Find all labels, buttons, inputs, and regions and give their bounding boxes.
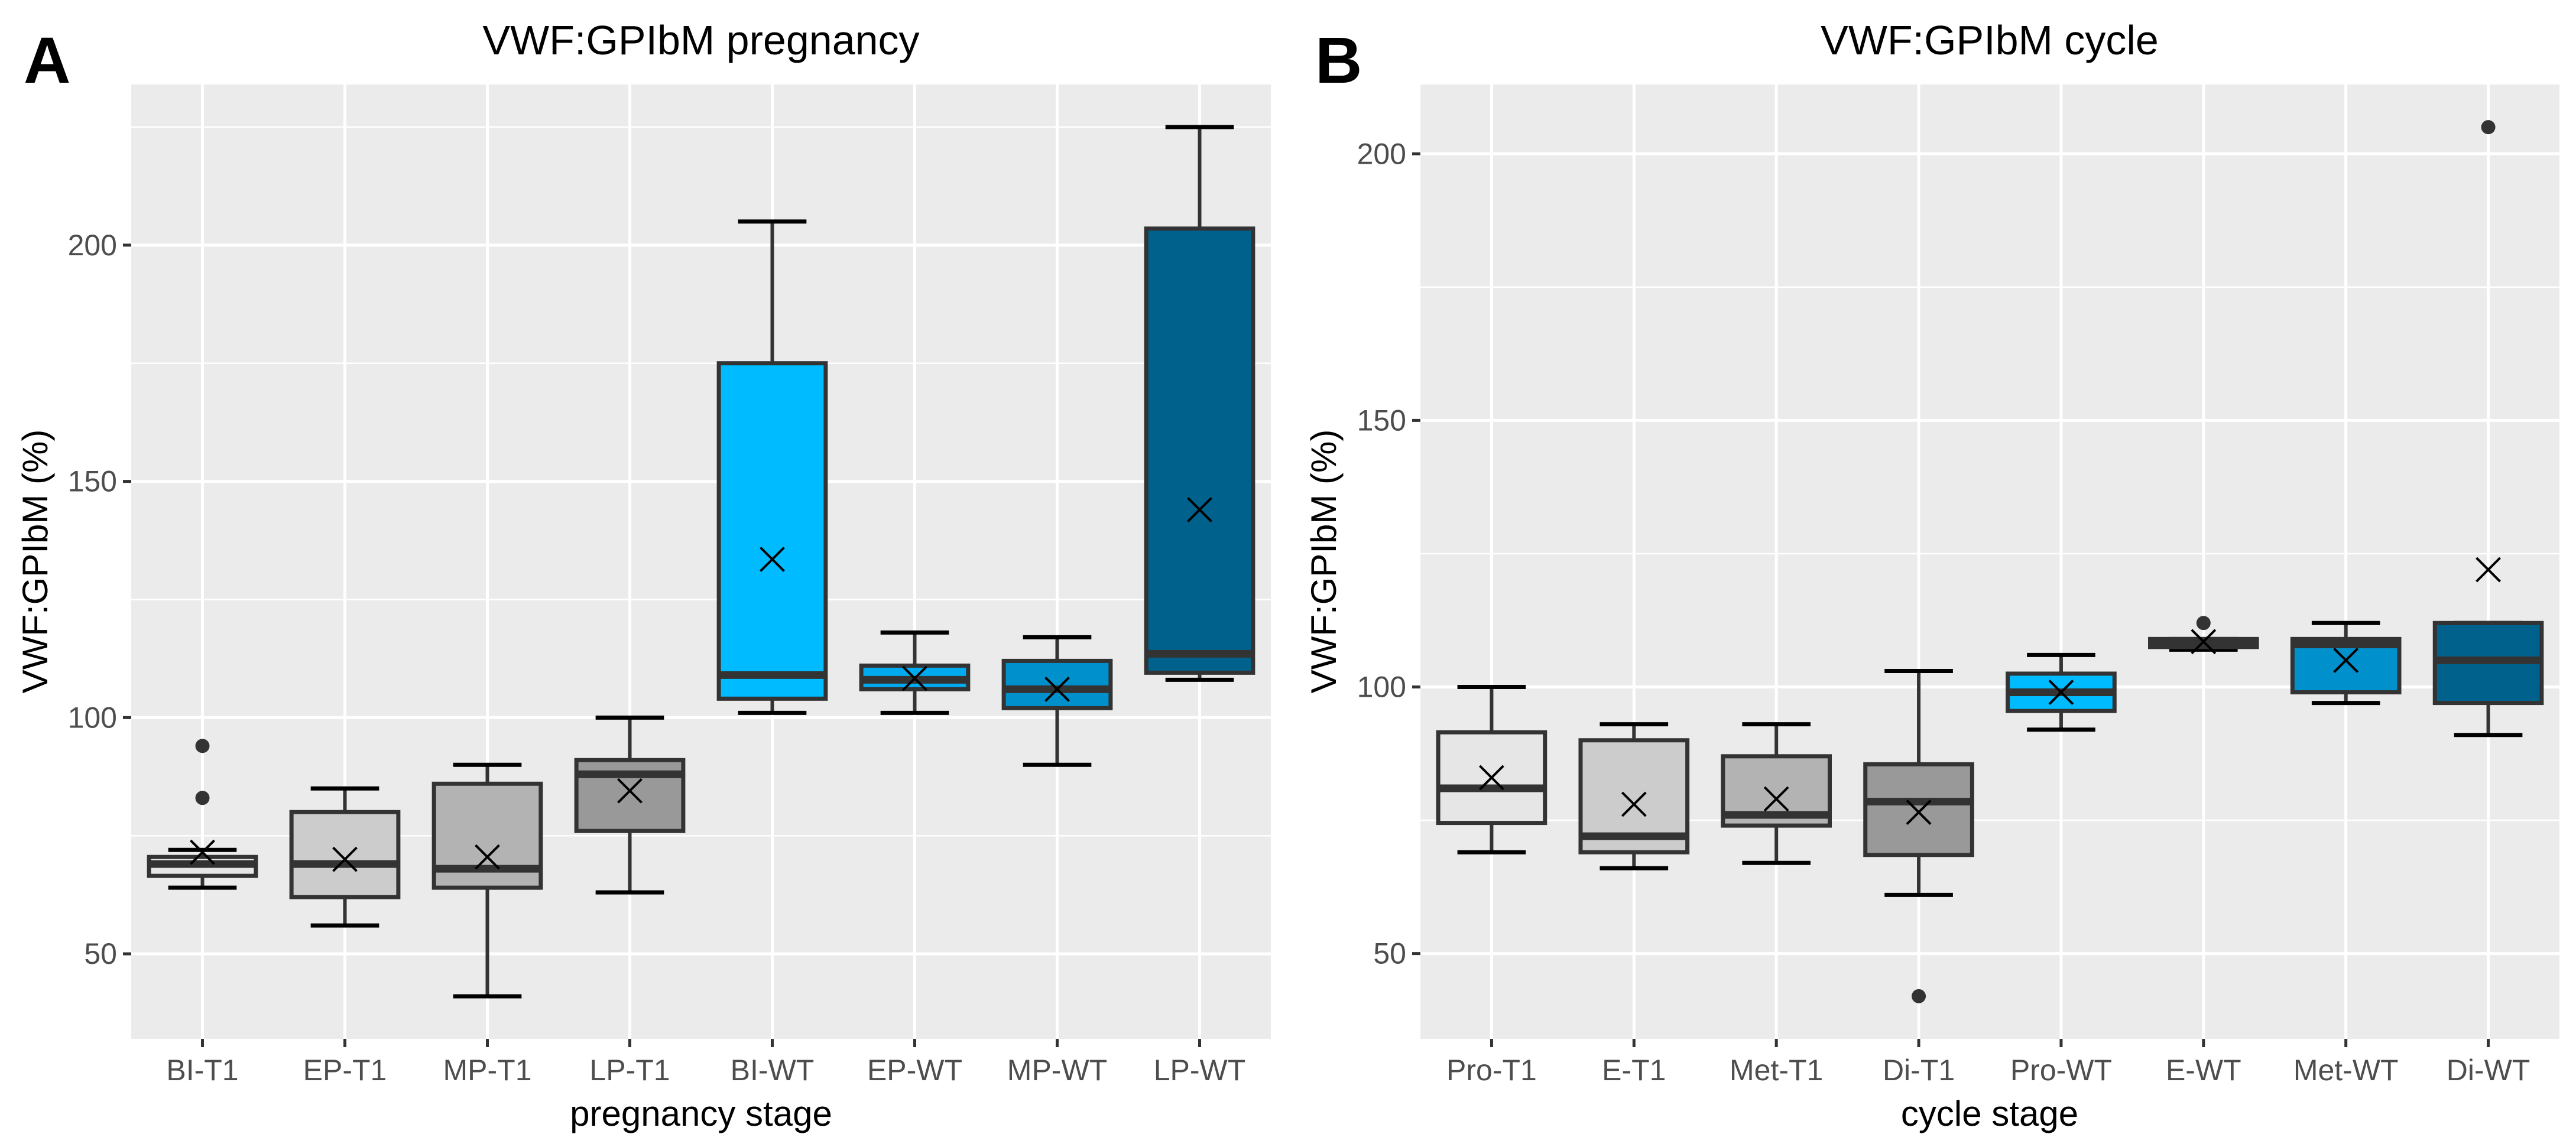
x-tick-label: Di-T1 [1883, 1054, 1955, 1087]
iqr-box [716, 361, 828, 701]
mean-marker [1621, 791, 1647, 817]
x-tick-label: BI-WT [731, 1054, 815, 1087]
box-pro-wt [2006, 652, 2117, 732]
iqr-box [1863, 762, 1974, 857]
mean-marker [2191, 629, 2217, 655]
x-tick-label: EP-T1 [303, 1054, 387, 1087]
mean-marker [1479, 765, 1504, 791]
mean-marker [1763, 786, 1789, 812]
x-axis-title: pregnancy stage [570, 1094, 832, 1133]
box-ep-wt [859, 630, 971, 715]
y-tick-label: 100 [1357, 671, 1406, 704]
x-tick-label: E-T1 [1602, 1054, 1666, 1087]
mean-marker [2333, 647, 2359, 673]
mean-marker [2048, 680, 2074, 705]
x-tick-label: MP-WT [1007, 1054, 1107, 1087]
plot-area: 50 100 150 200 BI-T1 EP-T1 MP-T1 LP-T1 BI-WT EP-W… [68, 85, 1271, 1087]
iqr-box [1001, 658, 1113, 710]
panel-background [1420, 85, 2559, 1039]
x-tick-label: Pro-WT [2010, 1054, 2112, 1087]
panel-a: A VWF:GPIbM pregnancy pregnancy stage VW… [15, 17, 1271, 1133]
y-tick-label: 100 [68, 701, 117, 734]
box-e-t1 [1578, 722, 1690, 870]
iqr-box [1144, 226, 1255, 675]
box-e-wt [2147, 616, 2259, 655]
y-tick-label: 150 [68, 465, 117, 498]
x-tick-label: BI-T1 [166, 1054, 238, 1087]
mean-marker [190, 839, 215, 865]
y-tick-label: 50 [84, 937, 117, 970]
panel-b: B VWF:GPIbM cycle cycle stage VWF:GPIbM … [1304, 17, 2559, 1133]
box-ep-t1 [289, 786, 401, 928]
outlier-point [2481, 120, 2496, 135]
mean-marker [1044, 676, 1070, 702]
box-pro-t1 [1436, 685, 1547, 854]
x-tick-label: LP-WT [1154, 1054, 1246, 1087]
outlier-point [195, 791, 210, 805]
mean-marker [332, 846, 358, 872]
mean-marker [760, 547, 785, 572]
plot-area: 50 100 150 200 Pro-T1 E-T1 Met-T1 Di-T1 Pro-WT E-… [1357, 85, 2559, 1087]
panel-letter: B [1315, 24, 1362, 97]
mean-marker [617, 778, 643, 804]
x-tick-label: LP-T1 [589, 1054, 670, 1087]
x-tick-label: Met-T1 [1730, 1054, 1823, 1087]
box-bi-wt [716, 219, 828, 715]
x-tick-label: EP-WT [867, 1054, 962, 1087]
box-mp-wt [1001, 635, 1113, 767]
mean-marker [902, 665, 927, 691]
y-tick-label: 150 [1357, 404, 1406, 437]
mean-marker [475, 844, 500, 870]
x-tick-label: E-WT [2166, 1054, 2241, 1087]
box-met-wt [2290, 620, 2402, 706]
x-axis-title: cycle stage [1901, 1094, 2078, 1133]
y-tick-label: 200 [68, 229, 117, 262]
y-axis-title: VWF:GPIbM (%) [15, 430, 55, 694]
box-lp-t1 [574, 715, 686, 895]
y-axis-title: VWF:GPIbM (%) [1304, 430, 1344, 694]
plot-title: VWF:GPIbM pregnancy [482, 17, 919, 63]
box-met-t1 [1721, 722, 1832, 865]
outlier-point [1912, 989, 1926, 1003]
x-tick-label: Pro-T1 [1446, 1054, 1537, 1087]
box-mp-t1 [432, 762, 543, 999]
box-lp-wt [1144, 125, 1255, 682]
outlier-point [2196, 616, 2211, 631]
box-bi-t1 [147, 739, 258, 890]
x-tick-label: Met-WT [2293, 1054, 2399, 1087]
x-tick-label: Di-WT [2447, 1054, 2530, 1087]
box-di-t1 [1863, 668, 1974, 1003]
panel-letter: A [24, 24, 70, 97]
box-di-wt [2432, 120, 2544, 737]
mean-marker [1906, 800, 1932, 825]
mean-marker [2476, 557, 2501, 583]
mean-marker [1187, 497, 1212, 522]
plot-title: VWF:GPIbM cycle [1821, 17, 2159, 63]
x-tick-label: MP-T1 [443, 1054, 532, 1087]
y-tick-label: 50 [1373, 937, 1406, 970]
outlier-point [195, 739, 210, 753]
y-tick-label: 200 [1357, 137, 1406, 170]
iqr-box [289, 810, 401, 899]
